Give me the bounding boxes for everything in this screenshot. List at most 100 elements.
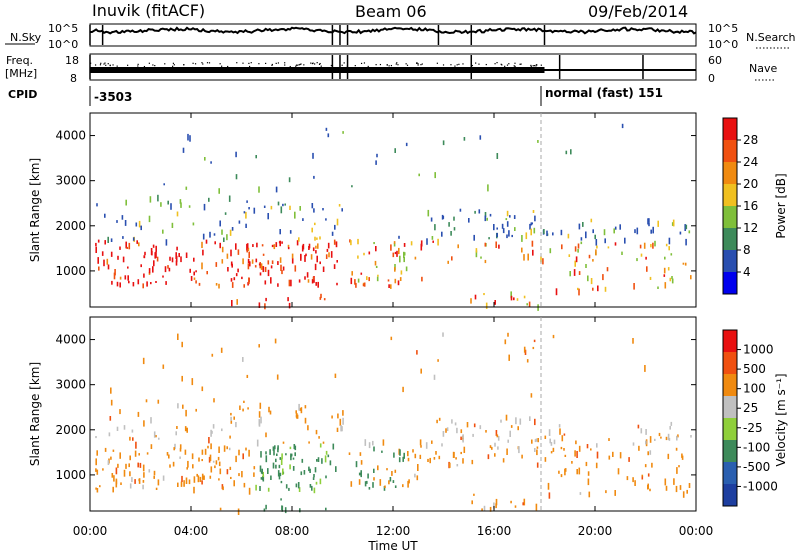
freq-dot — [496, 62, 498, 64]
colorbar-tick-label: -500 — [743, 460, 770, 474]
freq-dot — [300, 63, 302, 65]
colorbar-segment — [723, 418, 737, 440]
freq-dot — [395, 63, 397, 65]
freq-dot — [316, 62, 318, 64]
freq-dot — [514, 62, 516, 64]
freq-dot — [250, 62, 252, 64]
velocity-colorbar-label: Velocity [m s⁻¹] — [774, 373, 788, 466]
freq-dot — [152, 64, 154, 66]
colorbar-tick-label: 25 — [743, 401, 758, 415]
freq-dot — [236, 62, 238, 64]
freq-dot — [258, 63, 260, 65]
colorbar-tick-label: 20 — [743, 177, 758, 191]
freq-dot — [485, 63, 487, 66]
colorbar-segment — [723, 272, 737, 294]
freq-trace — [89, 55, 696, 79]
y-tick-label: 3000 — [55, 378, 86, 392]
freq-dot — [206, 62, 209, 64]
colorbar-tick-label: 8 — [743, 243, 751, 257]
freq-dot — [105, 64, 107, 66]
nsearch-tick-low: 10^0 — [708, 38, 738, 51]
freq-dot — [109, 64, 111, 67]
freq-dot — [530, 64, 532, 67]
freq-dot — [442, 64, 445, 66]
freq-dot — [388, 65, 390, 67]
colorbar-tick-label: -25 — [743, 421, 763, 435]
x-tick-label: 00:00 — [73, 524, 108, 538]
freq-dot — [436, 62, 438, 64]
cpid-label: CPID — [8, 88, 37, 101]
freq-dot — [277, 62, 280, 64]
velocity-panel: 1000 2000 3000 4000 Slant Range [km] — [28, 316, 697, 515]
date-title: 09/Feb/2014 — [588, 2, 688, 21]
freq-dot — [500, 63, 502, 65]
freq-dot — [248, 62, 250, 64]
nsearch-tick-high: 10^5 — [708, 22, 738, 35]
colorbar-tick-label: 24 — [743, 155, 758, 169]
freq-dot — [104, 62, 106, 64]
freq-dot — [127, 64, 129, 66]
freq-dot — [312, 62, 314, 64]
freq-dot — [386, 64, 388, 66]
freq-dot — [137, 63, 139, 65]
freq-dot — [417, 64, 419, 66]
freq-dot — [221, 65, 223, 67]
freq-dot — [173, 64, 175, 66]
colorbar-segment — [723, 162, 737, 184]
freq-dot — [94, 64, 97, 66]
freq-dot — [154, 64, 156, 67]
y-tick-label: 3000 — [55, 174, 86, 188]
nsky-panel: N.Sky 10^5 10^0 10^5 10^0 N.Search — [5, 22, 796, 51]
nsky-trace — [89, 25, 697, 45]
freq-dot — [172, 62, 175, 64]
freq-dot — [478, 63, 480, 65]
x-tick-label: 12:00 — [376, 524, 411, 538]
y-tick-label: 4000 — [55, 129, 86, 143]
freq-dot — [456, 64, 458, 66]
y-tick-label: 1000 — [55, 264, 86, 278]
freq-dot — [343, 62, 345, 64]
x-axis-label: Time UT — [367, 539, 418, 553]
freq-dot — [416, 62, 418, 64]
freq-dot — [532, 65, 534, 67]
freq-dot — [137, 65, 139, 67]
velocity-colorbar: -1000 -500 -100 -25 25 100 500 1000 Velocity [m… — [722, 329, 788, 507]
freq-dot — [375, 64, 377, 66]
velocity-cells — [95, 332, 692, 515]
freq-dot — [354, 65, 356, 67]
freq-dot — [506, 64, 509, 66]
freq-dot — [164, 63, 166, 65]
freq-dot — [194, 63, 197, 65]
freq-dot — [360, 62, 363, 65]
freq-dot — [417, 63, 419, 65]
freq-band — [90, 67, 545, 73]
freq-dot — [310, 62, 312, 64]
freq-dot — [421, 63, 423, 65]
freq-dot — [420, 64, 422, 66]
freq-dot — [508, 63, 510, 65]
freq-dot — [504, 65, 506, 67]
freq-dot — [284, 64, 286, 66]
colorbar-tick-label: -100 — [743, 440, 770, 454]
y-tick-label: 4000 — [55, 333, 86, 347]
colorbar-tick-label: 28 — [743, 133, 758, 147]
colorbar-segment — [723, 374, 737, 396]
freq-dot — [379, 63, 382, 66]
freq-dot — [99, 64, 102, 66]
x-tick-label: 04:00 — [174, 524, 209, 538]
freq-dot — [148, 62, 150, 64]
freq-dot — [363, 62, 366, 64]
freq-dot — [295, 65, 297, 67]
freq-label: Freq. — [6, 54, 33, 67]
freq-dot — [535, 65, 537, 67]
freq-dot — [390, 64, 393, 67]
freq-dot — [201, 62, 203, 64]
freq-dot — [202, 63, 204, 65]
colorbar-segment — [723, 396, 737, 418]
freq-dot — [143, 65, 146, 68]
freq-dot — [341, 64, 343, 66]
colorbar-segment — [723, 440, 737, 462]
freq-dot — [405, 63, 407, 65]
freq-dot — [271, 64, 273, 66]
freq-dot — [471, 64, 473, 67]
